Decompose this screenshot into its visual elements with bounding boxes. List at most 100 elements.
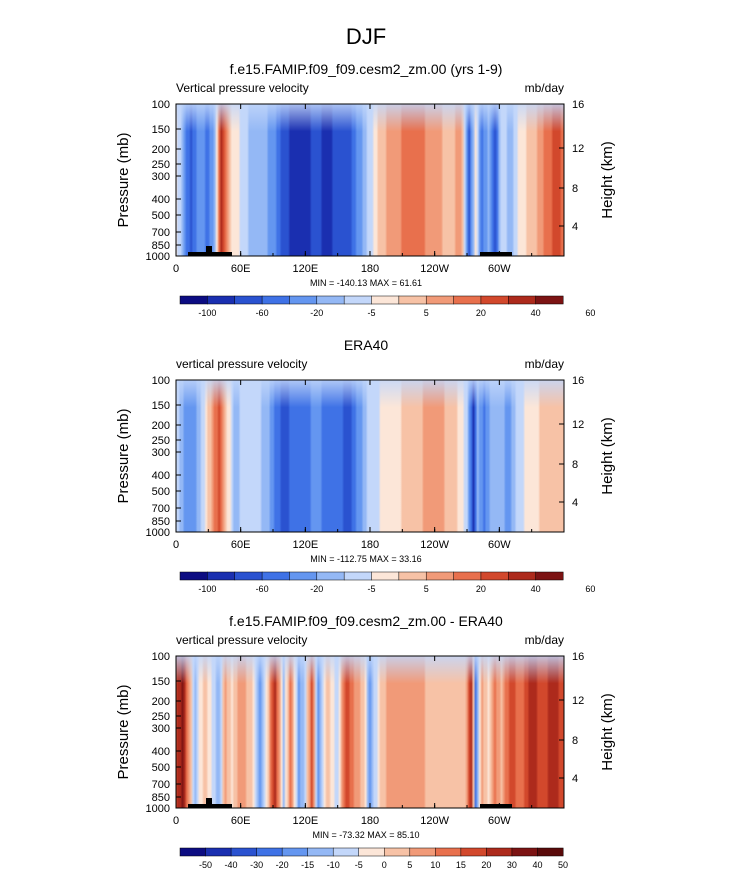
chart-2-colorbar-swatch (234, 571, 263, 581)
chart-2-colorbar-swatch (535, 571, 564, 581)
chart-3-colorbar-label: 5 (407, 860, 412, 870)
chart-2-colorbar-label: 60 (585, 584, 595, 594)
chart-3-colorbar-label: 0 (382, 860, 387, 870)
chart-3-colorbar-swatch (332, 847, 360, 857)
chart-1-colorbar-label: 20 (476, 308, 486, 318)
chart-3-colorbar-label: -50 (199, 860, 212, 870)
chart-3-colorbar-swatch (179, 847, 206, 857)
chart-1-y-axis-label: Pressure (mb) (115, 132, 132, 227)
chart-1-colorbar-label: -5 (367, 308, 375, 318)
chart-1-x-tick-label: 60E (231, 263, 251, 275)
chart-1-colorbar-label: -100 (198, 308, 216, 318)
chart-2-colorbar-swatch (207, 571, 236, 581)
chart-1-field-upper-layer (176, 104, 564, 256)
chart-3-colorbar-swatch (486, 847, 513, 857)
chart-1-colorbar-swatch (425, 295, 455, 305)
chart-2-x-tick-label: 60W (488, 539, 511, 551)
chart-3-topography (206, 798, 212, 804)
chart-3-y-tick-label: 150 (152, 676, 170, 688)
chart-3-colorbar-label: -15 (301, 860, 314, 870)
chart-1-colorbar-swatch (289, 295, 318, 305)
chart-1-y2-tick-label: 16 (572, 99, 584, 111)
chart-1-y-tick-label: 300 (152, 171, 170, 183)
chart-3-x-tick-label: 60E (231, 815, 251, 827)
chart-2-title: ERA40 (344, 337, 389, 353)
chart-1-colorbar-swatch (398, 295, 427, 305)
chart-1-y-tick-label: 500 (152, 210, 170, 222)
chart-1-colorbar-swatch (371, 295, 400, 305)
chart-3-colorbar-swatch (281, 847, 309, 857)
chart-2-x-tick-label: 120W (420, 539, 449, 551)
chart-1-y-tick-label: 100 (152, 99, 170, 111)
chart-2-y2-tick-label: 8 (572, 459, 578, 471)
chart-2-colorbar-label: 40 (531, 584, 541, 594)
chart-1-y-tick-label: 400 (152, 194, 170, 206)
chart-1-x-tick-label: 180 (361, 263, 379, 275)
chart-3-y2-tick-label: 8 (572, 735, 578, 747)
chart-1-topography (206, 246, 212, 252)
chart-3-y-axis-label: Pressure (mb) (115, 684, 132, 779)
chart-3-variable-label: vertical pressure velocity (176, 633, 307, 647)
chart-2-variable-label: vertical pressure velocity (176, 357, 307, 371)
chart-1-y2-axis-label: Height (km) (599, 141, 616, 219)
chart-2-colorbar-swatch (480, 571, 509, 581)
chart-2-y-tick-label: 300 (152, 447, 170, 459)
chart-3-colorbar-label: -30 (250, 860, 263, 870)
chart-2-x-tick-label: 0 (173, 539, 179, 551)
chart-1-colorbar-label: -20 (310, 308, 323, 318)
chart-1-colorbar-swatch (234, 295, 263, 305)
chart-1-y-tick-label: 700 (152, 227, 170, 239)
chart-1-x-tick-label: 60W (488, 263, 511, 275)
chart-2-colorbar-label: -20 (310, 584, 323, 594)
chart-2-colorbar-label: 20 (476, 584, 486, 594)
chart-3-colorbar-swatch (307, 847, 334, 857)
chart-2-colorbar-label: 5 (424, 584, 429, 594)
chart-1-colorbar-label: 60 (585, 308, 595, 318)
chart-3-colorbar-swatch (358, 847, 385, 857)
chart-3-colorbar-swatch (384, 847, 411, 857)
chart-3-colorbar-label: -40 (225, 860, 238, 870)
chart-2-x-tick-label: 180 (361, 539, 379, 551)
chart-2-x-tick-label: 60E (231, 539, 251, 551)
chart-3-y-tick-label: 250 (152, 711, 170, 723)
chart-2-colorbar-swatch (508, 571, 537, 581)
chart-1-topography (188, 252, 232, 256)
chart-1-colorbar-label: 5 (424, 308, 429, 318)
chart-3-topography (188, 804, 232, 808)
chart-3-y-tick-label: 100 (152, 651, 170, 663)
chart-3-colorbar-swatch (409, 847, 436, 857)
chart-3-x-tick-label: 60W (488, 815, 511, 827)
chart-1-min-max: MIN = -140.13 MAX = 61.61 (310, 278, 422, 288)
chart-1-colorbar-swatch (179, 295, 208, 305)
chart-2-y2-tick-label: 12 (572, 419, 584, 431)
chart-2-y2-tick-label: 16 (572, 375, 584, 387)
chart-2-y-tick-label: 850 (152, 516, 170, 528)
chart-3-y-tick-label: 500 (152, 762, 170, 774)
chart-2-field-upper-layer (176, 380, 564, 532)
chart-2-y-tick-label: 100 (152, 375, 170, 387)
chart-3-y-tick-label: 200 (152, 696, 170, 708)
chart-2-y2-tick-label: 4 (572, 497, 578, 509)
chart-3-title: f.e15.FAMIP.f09_f09.cesm2_zm.00 - ERA40 (229, 613, 503, 629)
chart-2-colorbar-label: -5 (367, 584, 375, 594)
chart-3-colorbar-label: 40 (532, 860, 542, 870)
chart-3-y-tick-label: 400 (152, 746, 170, 758)
chart-2-colorbar-swatch (425, 571, 455, 581)
chart-3-topography (480, 804, 512, 808)
chart-3-colorbar-swatch (256, 847, 283, 857)
chart-3-y-tick-label: 300 (152, 723, 170, 735)
chart-3-x-tick-label: 120W (420, 815, 449, 827)
chart-3-colorbar-label: 50 (558, 860, 568, 870)
chart-1-topography (480, 252, 512, 256)
chart-1-y-tick-label: 1000 (146, 251, 170, 263)
chart-3-colorbar-label: 20 (481, 860, 491, 870)
chart-3-min-max: MIN = -73.32 MAX = 85.10 (312, 830, 419, 840)
chart-2-colorbar-swatch (316, 571, 345, 581)
chart-1-y-tick-label: 200 (152, 144, 170, 156)
chart-1-colorbar-swatch (453, 295, 482, 305)
chart-3-colorbar-swatch (435, 847, 462, 857)
chart-3-colorbar-label: 15 (456, 860, 466, 870)
chart-2-y-tick-label: 250 (152, 435, 170, 447)
chart-1-units-label: mb/day (525, 81, 564, 95)
